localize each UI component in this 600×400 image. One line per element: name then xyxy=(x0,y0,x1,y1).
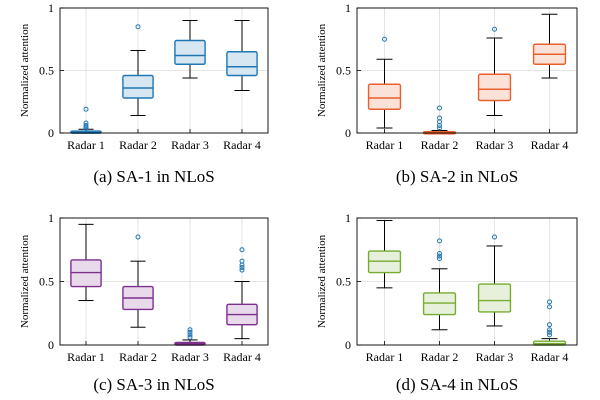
iqr-box xyxy=(477,283,512,313)
axes-frame xyxy=(356,7,578,134)
x-tick-label: Radar 2 xyxy=(421,138,459,152)
outlier-point xyxy=(187,327,193,333)
x-tick-label: Radar 2 xyxy=(119,138,157,152)
outlier-point xyxy=(135,24,141,30)
outlier-point xyxy=(547,322,552,328)
box-radar-1 xyxy=(367,36,402,129)
y-tick-label: 1 xyxy=(345,211,351,225)
outlier-point xyxy=(547,329,552,335)
outlier-point xyxy=(187,329,193,335)
axes-frame xyxy=(356,217,578,346)
y-tick-label: 0.5 xyxy=(39,275,54,289)
box-radar-3 xyxy=(174,20,206,79)
outlier-point xyxy=(492,234,497,240)
x-tick-label: Radar 2 xyxy=(119,350,157,364)
x-tick-label: Radar 1 xyxy=(366,138,404,152)
chart-panel-2: 0 0.5 1 Normalized attention Radar 1 Radar 2 R… xyxy=(316,1,578,186)
x-tick-label: Radar 3 xyxy=(476,350,514,364)
outlier-point xyxy=(239,247,245,253)
y-tick-label: 1 xyxy=(48,211,54,225)
outlier-point xyxy=(437,105,442,111)
iqr-box xyxy=(174,39,206,65)
outlier-point xyxy=(437,238,442,244)
box-radar-2 xyxy=(422,238,457,331)
y-tick-label: 0 xyxy=(48,126,54,140)
outlier-point xyxy=(437,256,442,262)
y-tick-label: 1 xyxy=(345,1,351,15)
outlier-point xyxy=(239,265,245,271)
outlier-point xyxy=(187,334,193,340)
outlier-point xyxy=(135,234,141,240)
y-tick-label: 0 xyxy=(48,338,54,352)
outlier-point xyxy=(547,299,552,305)
x-tick-label: Radar 4 xyxy=(531,350,569,364)
outlier-point xyxy=(239,267,245,273)
y-axis-label: Normalized attention xyxy=(19,23,31,117)
y-tick-label: 1 xyxy=(48,1,54,15)
y-axis-label: Normalized attention xyxy=(316,234,328,328)
x-tick-label: Radar 3 xyxy=(476,138,514,152)
x-tick-label: Radar 3 xyxy=(171,350,209,364)
outlier-point xyxy=(547,304,552,310)
y-tick-label: 0 xyxy=(345,338,351,352)
x-tick-label: Radar 3 xyxy=(171,138,209,152)
panel-caption: (c) SA-3 in NLoS xyxy=(93,375,214,394)
panel-caption: (a) SA-1 in NLoS xyxy=(93,167,214,186)
x-tick-label: Radar 4 xyxy=(223,350,261,364)
panel-caption: (b) SA-2 in NLoS xyxy=(396,167,518,186)
y-axis-label: Normalized attention xyxy=(316,23,328,117)
box-radar-1 xyxy=(70,223,102,302)
x-tick-label: Radar 4 xyxy=(223,138,261,152)
x-tick-label: Radar 4 xyxy=(531,138,569,152)
box-radar-2 xyxy=(122,24,154,116)
outlier-point xyxy=(547,332,552,338)
outlier-point xyxy=(437,125,442,131)
outlier-point xyxy=(437,253,442,259)
chart-panel-4: 0 0.5 1 Normalized attention Radar 1 Radar 2 R… xyxy=(316,211,578,394)
box-radar-4 xyxy=(226,20,258,91)
chart-panel-1: 0 0.5 1 Normalized attention Radar 1 Radar 2 R… xyxy=(19,1,269,186)
box-radar-3 xyxy=(477,234,512,327)
outlier-point xyxy=(239,258,245,264)
box-radar-1 xyxy=(367,220,402,289)
y-tick-label: 0.5 xyxy=(336,275,351,289)
outlier-point xyxy=(437,115,442,121)
iqr-box xyxy=(477,73,512,102)
iqr-box xyxy=(367,83,402,110)
box-radar-4 xyxy=(226,247,258,340)
outlier-point xyxy=(547,327,552,333)
x-tick-label: Radar 1 xyxy=(67,350,105,364)
box-radar-2 xyxy=(122,234,154,328)
x-tick-label: Radar 1 xyxy=(67,138,105,152)
outlier-point xyxy=(437,251,442,257)
x-tick-label: Radar 1 xyxy=(366,350,404,364)
outlier-point xyxy=(83,123,89,128)
y-axis-label: Normalized attention xyxy=(19,234,31,328)
x-tick-label: Radar 2 xyxy=(421,350,459,364)
panel-caption: (d) SA-4 in NLoS xyxy=(396,375,518,394)
outlier-point xyxy=(382,36,387,42)
y-tick-label: 0.5 xyxy=(39,64,54,78)
box-radar-3 xyxy=(477,26,512,116)
chart-panel-3: 0 0.5 1 Normalized attention Radar 1 Radar 2 R… xyxy=(19,211,269,394)
outlier-point xyxy=(187,332,193,338)
iqr-box xyxy=(122,74,154,99)
outlier-point xyxy=(83,106,89,112)
outlier-point xyxy=(492,26,497,32)
box-radar-4 xyxy=(532,13,567,79)
axes-frame xyxy=(59,217,269,346)
iqr-box xyxy=(226,51,258,77)
y-tick-label: 0.5 xyxy=(336,64,351,78)
outlier-point xyxy=(83,120,89,126)
axes-frame xyxy=(59,7,269,134)
y-tick-label: 0 xyxy=(345,126,351,140)
